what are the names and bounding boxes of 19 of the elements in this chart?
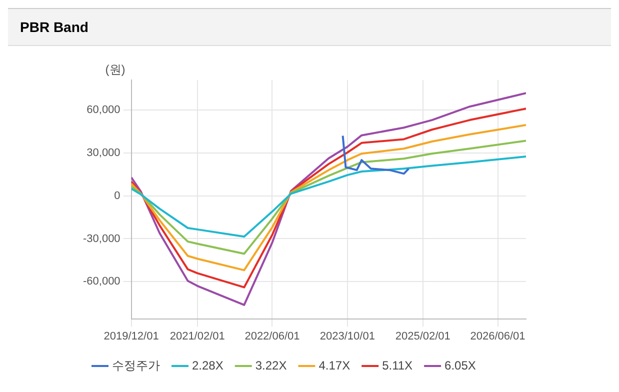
x-tick-label: 2026/06/01 bbox=[470, 330, 526, 342]
x-tick-label: 2019/12/01 bbox=[104, 330, 159, 342]
legend-label: 5.11X bbox=[382, 358, 413, 372]
legend-label: 3.22X bbox=[255, 358, 287, 372]
legend-label: 4.17X bbox=[318, 358, 350, 372]
y-tick-label: 30,000 bbox=[86, 146, 120, 159]
y-axis-title: (원) bbox=[105, 62, 126, 76]
y-tick-label: 60,000 bbox=[86, 104, 120, 116]
x-tick-label: 2022/06/01 bbox=[244, 330, 300, 342]
y-tick-label: -30,000 bbox=[82, 232, 120, 245]
legend-label: 수정주가 bbox=[112, 358, 160, 372]
x-tick-label: 2021/02/01 bbox=[170, 330, 225, 342]
x-tick-label: 2025/02/01 bbox=[395, 330, 450, 342]
x-tick-label: 2023/10/01 bbox=[320, 330, 375, 342]
y-tick-label: 0 bbox=[114, 190, 120, 202]
legend-label: 6.05X bbox=[444, 358, 476, 372]
chart-title: PBR Band bbox=[8, 8, 611, 46]
legend-label: 2.28X bbox=[192, 358, 224, 372]
y-tick-label: -60,000 bbox=[82, 276, 120, 288]
